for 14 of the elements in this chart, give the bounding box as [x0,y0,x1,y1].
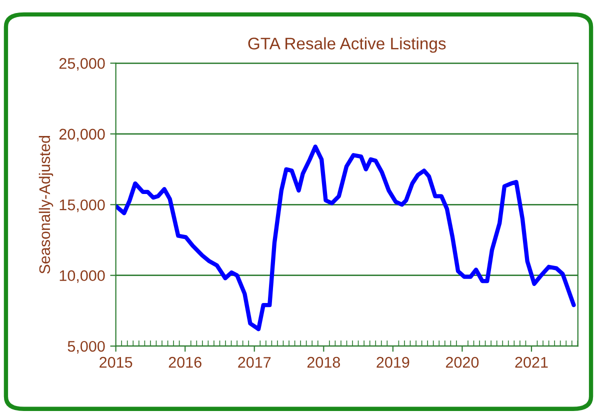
x-tick-label: 2017 [238,356,271,368]
y-tick-label: 25,000 [59,58,105,71]
y-tick-label: 15,000 [60,200,105,212]
x-tick-label: 2020 [446,356,479,368]
x-tick-label: 2019 [376,356,410,368]
x-tick-label: 2018 [307,356,340,368]
x-tick-label: 2016 [168,356,202,368]
chart-title: GTA Resale Active Listings [248,37,446,53]
y-tick-label: 20,000 [59,128,105,142]
x-tick-label: 2015 [100,356,132,368]
y-tick-label: 10,000 [60,270,105,283]
x-tick-label: 2021 [515,356,548,368]
y-axis-title: Seasonally-Adjusted [38,136,54,274]
y-tick-label: 5,000 [68,340,105,354]
